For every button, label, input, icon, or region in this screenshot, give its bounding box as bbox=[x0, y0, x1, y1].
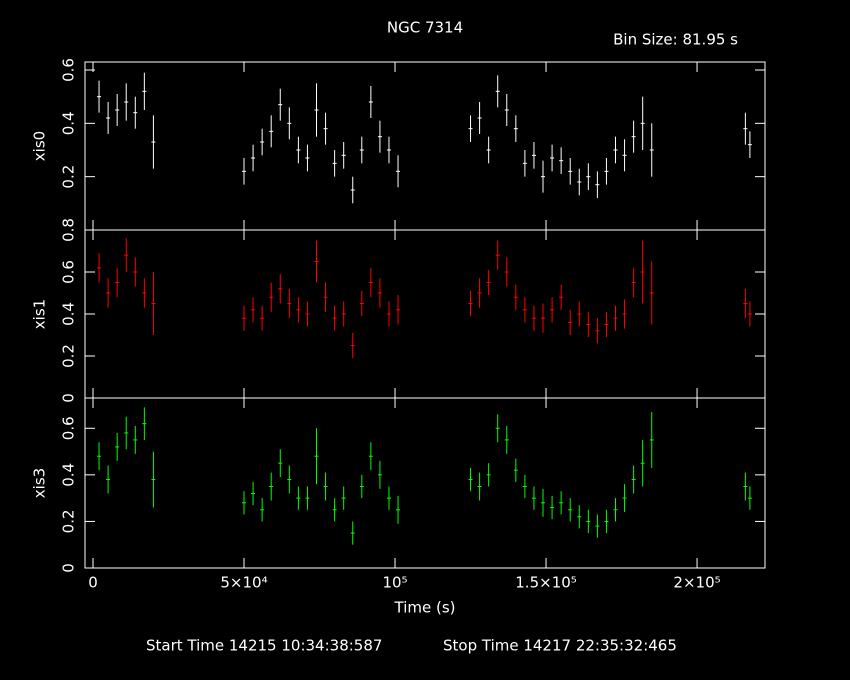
y-tick-label: 0.2 bbox=[60, 509, 78, 533]
y-tick-label: 0.2 bbox=[60, 344, 78, 368]
y-tick-label: 0.6 bbox=[60, 58, 78, 82]
y-tick-label: 0 bbox=[60, 563, 78, 573]
y-axis-label: xis1 bbox=[31, 299, 49, 329]
panel-frame bbox=[84, 229, 766, 399]
start-time: Start Time 14215 10:34:38:587 bbox=[146, 637, 382, 655]
y-tick-label: 0.2 bbox=[60, 165, 78, 189]
panel-frame bbox=[84, 397, 766, 569]
chart-title: NGC 7314 bbox=[387, 19, 463, 37]
x-tick-label: 5×10⁴ bbox=[220, 574, 267, 592]
y-tick-label: 0 bbox=[60, 393, 78, 403]
y-axis-label: xis3 bbox=[31, 468, 49, 498]
x-tick-label: 0 bbox=[88, 574, 98, 592]
x-tick-label: 1.5×10⁵ bbox=[515, 574, 577, 592]
bin-size: Bin Size: 81.95 s bbox=[613, 31, 738, 49]
y-tick-label: 0.6 bbox=[60, 260, 78, 284]
x-tick-label: 2×10⁵ bbox=[673, 574, 720, 592]
y-tick-label: 0.4 bbox=[60, 111, 78, 135]
x-tick-label: 10⁵ bbox=[382, 574, 407, 592]
y-tick-label: 0.8 bbox=[60, 218, 78, 242]
y-tick-label: 0.4 bbox=[60, 302, 78, 326]
x-axis-label: Time (s) bbox=[394, 599, 456, 617]
stop-time: Stop Time 14217 22:35:32:465 bbox=[443, 637, 677, 655]
panel-frame bbox=[84, 61, 766, 231]
y-tick-label: 0.4 bbox=[60, 463, 78, 487]
y-tick-label: 0.6 bbox=[60, 416, 78, 440]
y-axis-label: xis0 bbox=[31, 131, 49, 161]
